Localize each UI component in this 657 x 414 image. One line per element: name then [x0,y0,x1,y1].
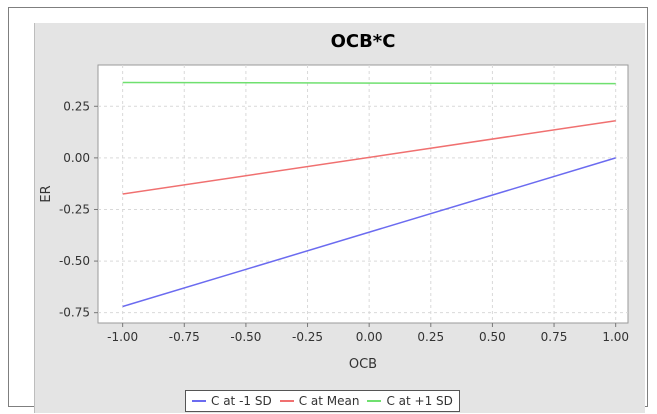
x-tick-label: 0.50 [479,330,506,344]
legend-swatch [279,400,294,402]
x-tick-label: 0.75 [541,330,568,344]
x-axis-ticks: -1.00 -0.75 -0.50 -0.25 0.00 0.25 0.50 0.75 1.00 [107,323,629,344]
x-tick-label: -0.50 [230,330,261,344]
x-tick-label: 1.00 [602,330,629,344]
y-axis-title: ER [39,185,54,202]
legend-swatch [192,400,206,402]
legend-swatch [367,400,382,402]
x-tick-label: -0.25 [292,330,323,344]
x-tick-label: -1.00 [107,330,138,344]
plot-area [97,64,629,324]
legend-label: C at +1 SD [386,394,453,408]
chart-legend: C at -1 SD C at Mean C at +1 SD [185,390,460,412]
y-tick-label: 0.00 [63,151,90,165]
x-tick-label: 0.00 [356,330,383,344]
y-tick-label: -0.25 [59,202,90,216]
x-axis-title: OCB [349,357,377,372]
y-tick-label: -0.75 [59,306,90,320]
y-tick-label: 0.25 [63,99,90,113]
chart-canvas: OCB*C -1.00 -0.75 -0.50 -0.25 0.00 0.25 0.50 0.… [39,31,629,372]
series-line-2 [122,81,616,85]
x-tick-label: 0.25 [417,330,444,344]
legend-label: C at Mean [298,394,360,408]
y-tick-label: -0.50 [59,254,90,268]
legend-item-c-minus-sd: C at -1 SD [192,394,272,408]
y-axis-ticks: 0.25 0.00 -0.25 -0.50 -0.75 [59,99,98,320]
chart-title: OCB*C [331,31,396,52]
legend-label: C at -1 SD [211,394,272,408]
series-lines [122,81,616,308]
legend-item-c-plus-sd: C at +1 SD [367,394,453,408]
series-line-0 [122,157,616,308]
legend-item-c-mean: C at Mean [279,394,360,408]
grid-lines [98,65,628,323]
x-tick-label: -0.75 [169,330,200,344]
series-line-1 [122,119,616,195]
